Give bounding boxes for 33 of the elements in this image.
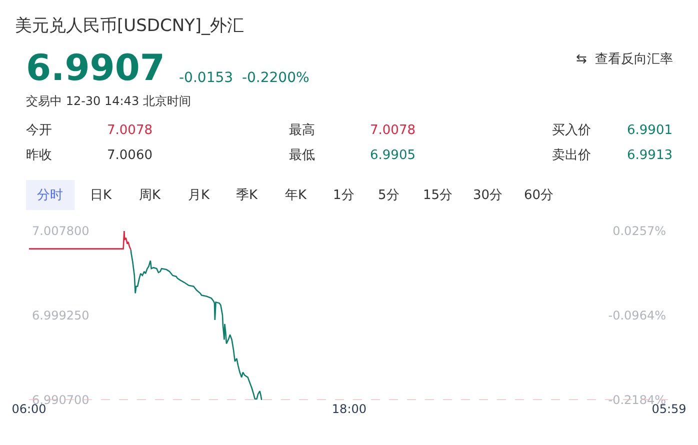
text: 7.0078 xyxy=(107,123,152,138)
chart-title: 美元兑人民币[USDCNY]_外汇 xyxy=(15,16,244,36)
text: 季K xyxy=(236,188,258,203)
text: 最高 xyxy=(289,122,315,138)
y-tick-label: 7.007800 xyxy=(32,224,90,238)
text: 6.9905 xyxy=(370,148,416,163)
text: 日K xyxy=(90,188,112,203)
text: 卖出价 xyxy=(552,148,591,163)
text: 7.0060 xyxy=(107,148,152,163)
text: 周K xyxy=(139,188,161,203)
text: 最低 xyxy=(289,148,315,163)
text: 15分 xyxy=(423,188,453,203)
text: 今开 xyxy=(26,123,52,138)
text: 昨收 xyxy=(26,148,52,163)
y-tick-label: 6.999250 xyxy=(32,308,90,323)
text: 6.9901 xyxy=(627,123,672,138)
y2-tick-label: 0.0257% xyxy=(612,224,666,238)
text: 分时 xyxy=(37,188,63,203)
text: 30分 xyxy=(473,188,503,203)
text: 60分 xyxy=(524,188,554,203)
text: 6.9913 xyxy=(627,148,672,163)
text: 6.9907 xyxy=(26,48,165,89)
text: 1分 xyxy=(333,188,354,203)
text: 买入价 xyxy=(552,123,591,138)
text: 月K xyxy=(188,188,210,203)
text: -0.0153 -0.2200% xyxy=(179,70,310,86)
x-tick-label: 18:00 xyxy=(332,402,367,416)
text: 交易中 12-30 14:43 北京时间 xyxy=(26,94,191,108)
text: 5分 xyxy=(378,188,400,203)
text: 7.0078 xyxy=(370,123,416,138)
y2-tick-label: -0.0964% xyxy=(608,308,666,323)
text: ⇆ 查看反向汇率 xyxy=(576,51,674,67)
text: 年K xyxy=(285,188,307,203)
